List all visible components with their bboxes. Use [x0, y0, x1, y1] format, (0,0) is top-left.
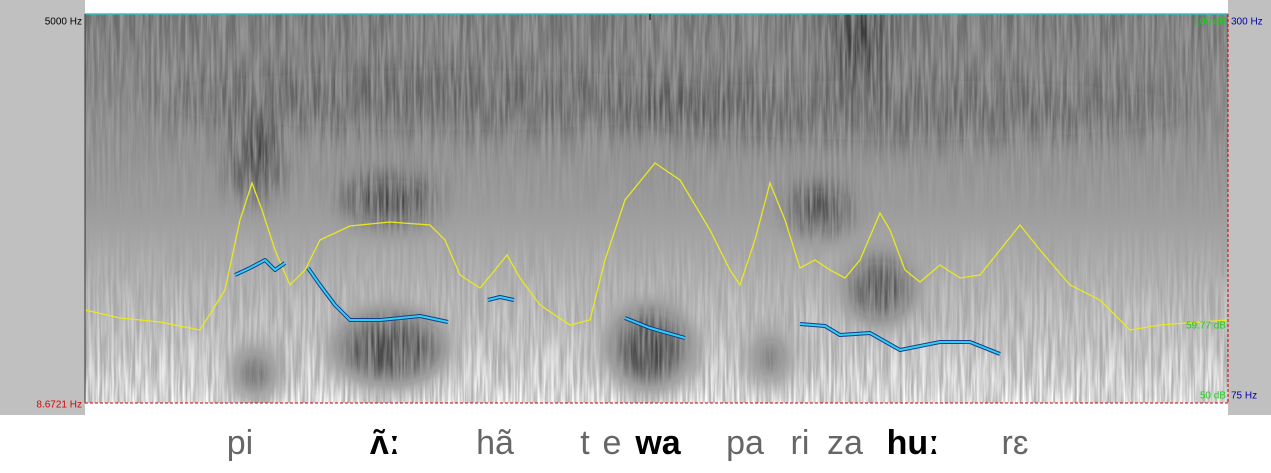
freq-bottom-label: 8.6721 Hz [36, 400, 82, 411]
spectrogram [85, 14, 1228, 403]
syllable: ʌ̃ː [370, 424, 400, 462]
syllable: huː [887, 424, 940, 462]
syllable: rɛ [1002, 424, 1029, 462]
syllable: pi [227, 424, 253, 462]
syllable: za [827, 424, 863, 462]
right-panel [1228, 0, 1271, 415]
intensity-curve [85, 162, 1228, 331]
pitch-bottom-label: 75 Hz [1231, 391, 1257, 402]
syllable: wa [634, 424, 681, 462]
syllable: e [603, 424, 622, 462]
left-panel [0, 0, 85, 415]
pitch-top-label: 300 Hz [1231, 17, 1263, 28]
syllable: hã [476, 424, 514, 462]
pitch-curve [234, 258, 1001, 356]
syllable: pa [726, 424, 764, 462]
intensity-bottom-label: 50 dB [1200, 391, 1226, 402]
syllable: ri [791, 424, 810, 462]
transcription: pi ʌ̃ː hã t e wa pa ri za huː rɛ [227, 424, 1029, 462]
freq-top-label: 5000 Hz [45, 17, 82, 28]
intensity-top-label: 100 dB [1194, 17, 1226, 28]
intensity-mid-label: 59.77 dB [1186, 321, 1226, 332]
syllable: t [580, 424, 590, 462]
